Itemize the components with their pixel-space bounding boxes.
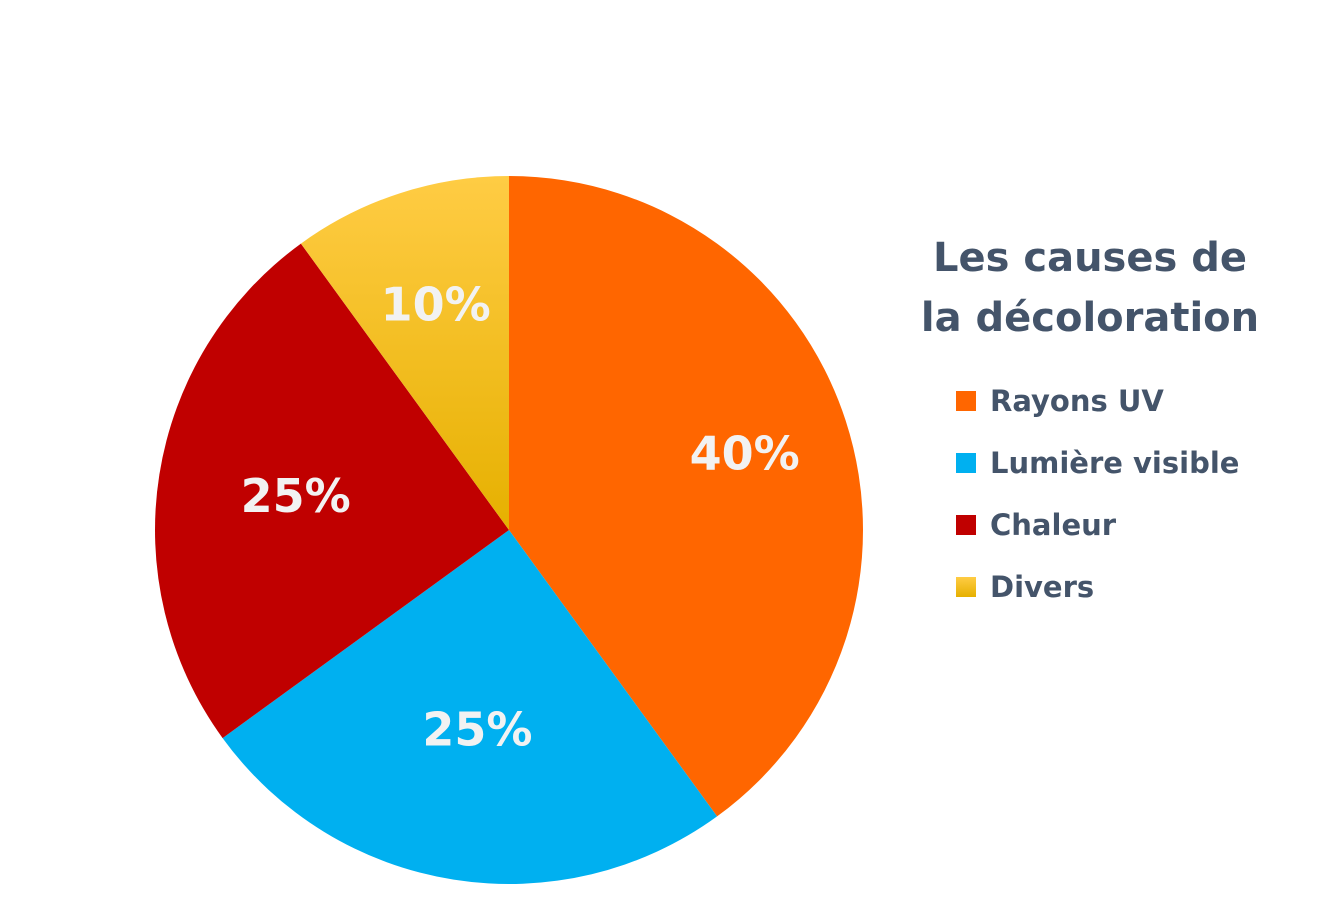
legend-label-divers: Divers (990, 570, 1095, 604)
legend-item-divers: Divers (956, 556, 1320, 618)
pie-label-divers: 10% (381, 277, 491, 331)
pie-label-rayons-uv: 40% (690, 426, 800, 480)
chart-title-line-1: Les causes de (933, 235, 1247, 281)
pie-slice-chaleur (155, 243, 509, 739)
pie-slices (155, 176, 863, 884)
pie-slice-lumiere-visible (222, 530, 718, 884)
legend-swatch-divers (956, 577, 976, 597)
legend-swatch-lumiere-visible (956, 453, 976, 473)
legend-swatch-chaleur (956, 515, 976, 535)
legend-swatch-rayons-uv (956, 391, 976, 411)
legend: Les causes de la décoloration Rayons UV … (920, 228, 1320, 618)
pie-slice-divers (300, 176, 509, 530)
legend-item-chaleur: Chaleur (956, 494, 1320, 556)
legend-label-rayons-uv: Rayons UV (990, 384, 1164, 418)
pie-slice-rayons-uv (509, 176, 863, 817)
legend-label-chaleur: Chaleur (990, 508, 1117, 542)
legend-item-lumiere-visible: Lumière visible (956, 432, 1320, 494)
chart-title-line-2: la décoloration (920, 295, 1260, 341)
legend-label-lumiere-visible: Lumière visible (990, 446, 1240, 480)
chart-title: Les causes de la décoloration (920, 228, 1260, 348)
legend-item-rayons-uv: Rayons UV (956, 370, 1320, 432)
pie-slice-labels: 40% 25% 25% 10% (241, 277, 800, 756)
pie-label-lumiere-visible: 25% (422, 702, 532, 756)
pie-label-chaleur: 25% (241, 469, 351, 523)
